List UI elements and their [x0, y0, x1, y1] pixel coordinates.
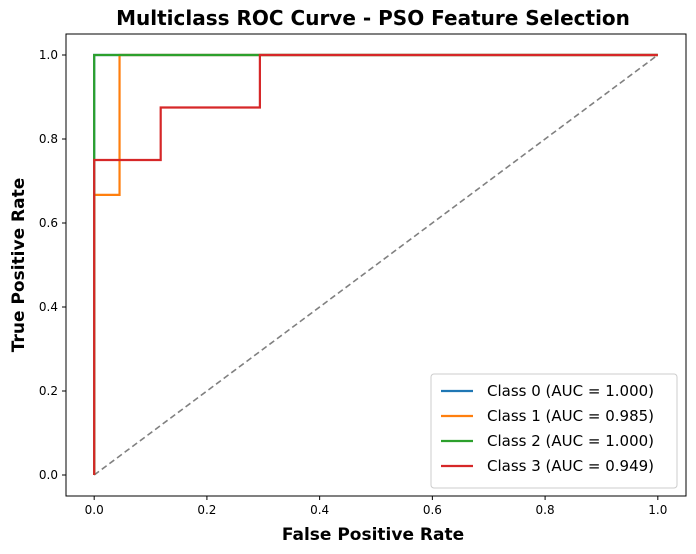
y-tick-label: 0.2	[39, 384, 58, 398]
axes-frame	[65, 33, 687, 497]
y-tick-label: 0.6	[39, 216, 58, 230]
x-axis-label: False Positive Rate	[282, 525, 464, 545]
legend-label-class-1: Class 1 (AUC = 0.985)	[487, 407, 654, 425]
y-tick-label: 0.8	[39, 132, 58, 146]
x-tick-label: 0.6	[423, 503, 442, 517]
legend-label-class-0: Class 0 (AUC = 1.000)	[487, 382, 654, 400]
plot-area	[93, 53, 659, 476]
y-tick-label: 0.0	[39, 468, 58, 482]
chart-title: Multiclass ROC Curve - PSO Feature Selec…	[116, 6, 630, 30]
legend-label-class-2: Class 2 (AUC = 1.000)	[487, 432, 654, 450]
x-tick-label: 0.2	[197, 503, 216, 517]
diagonal-reference-line	[93, 54, 659, 476]
y-tick-label: 0.4	[39, 300, 58, 314]
y-tick-label: 1.0	[39, 48, 58, 62]
x-tick-label: 0.4	[310, 503, 329, 517]
x-tick-label: 1.0	[648, 503, 667, 517]
x-tick-label: 0.8	[536, 503, 555, 517]
x-tick-label: 0.0	[85, 503, 104, 517]
axis-ticks: 0.0 0.2 0.4 0.6 0.8 1.0 0.0 0.2 0.4 0.6 0.8 1.0	[39, 48, 667, 517]
series-line-class-3	[93, 53, 658, 475]
legend-box	[430, 373, 678, 489]
legend-label-class-3: Class 3 (AUC = 0.949)	[487, 457, 654, 475]
y-axis-label: True Positive Rate	[9, 178, 29, 352]
legend: Class 0 (AUC = 1.000) Class 1 (AUC = 0.98…	[430, 373, 678, 489]
